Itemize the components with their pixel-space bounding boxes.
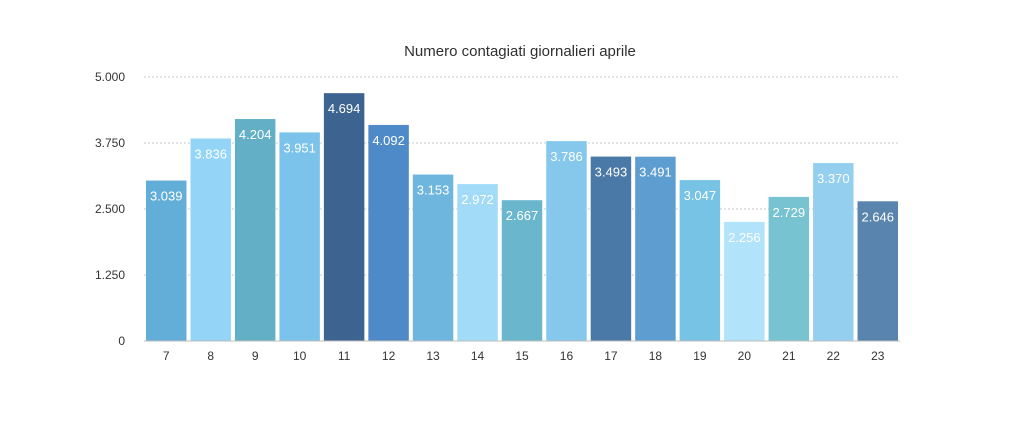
data-label: 3.039 (150, 189, 183, 204)
bar-8 (190, 138, 231, 341)
data-label: 3.951 (283, 140, 316, 155)
bar-16 (546, 141, 587, 341)
data-label: 3.047 (684, 188, 717, 203)
data-label: 4.092 (372, 133, 405, 148)
data-label: 2.729 (773, 205, 806, 220)
data-label: 3.786 (550, 149, 583, 164)
x-tick-label: 11 (338, 349, 351, 363)
chart-title: Numero contagiati giornalieri aprile (404, 43, 636, 60)
y-tick-label: 0 (118, 334, 125, 348)
x-tick-label: 10 (293, 349, 307, 363)
bar-20 (724, 221, 765, 341)
bar-10 (279, 132, 320, 341)
x-tick-label: 7 (163, 349, 170, 363)
y-tick-label: 2.500 (95, 202, 125, 216)
x-tick-label: 14 (471, 349, 485, 363)
x-tick-label: 19 (693, 349, 707, 363)
x-tick-label: 17 (604, 349, 618, 363)
x-tick-label: 23 (871, 349, 885, 363)
x-tick-label: 13 (426, 349, 440, 363)
bars: 3.039 3.836 4.204 3.951 4.694 4.092 3.153 2.972… (146, 93, 898, 341)
x-tick-label: 12 (382, 349, 396, 363)
bar-13 (412, 174, 454, 341)
data-label: 2.667 (506, 208, 539, 223)
data-label: 4.694 (328, 101, 361, 116)
y-axis-ticks: 0 1.250 2.500 3.750 5.000 (95, 70, 125, 348)
x-axis-ticks: 7 8 9 10 11 12 13 14 15 16 17 18 19 20 21 22 23 (163, 349, 885, 363)
bar-12 (368, 124, 409, 341)
bar-17 (590, 156, 632, 341)
x-tick-label: 15 (515, 349, 529, 363)
data-label: 3.493 (595, 165, 628, 180)
x-tick-label: 20 (738, 349, 752, 363)
bar-14 (457, 184, 498, 341)
x-tick-label: 18 (649, 349, 663, 363)
y-tick-label: 1.250 (95, 268, 125, 282)
x-tick-label: 9 (252, 349, 259, 363)
data-label: 3.836 (194, 146, 227, 161)
bar-21 (768, 196, 810, 341)
data-label: 4.204 (239, 127, 272, 142)
bar-11 (323, 93, 365, 341)
bar-7 (146, 180, 187, 341)
x-tick-label: 22 (827, 349, 841, 363)
bar-18 (635, 156, 676, 341)
y-tick-label: 5.000 (95, 70, 125, 84)
y-tick-label: 3.750 (95, 136, 125, 150)
data-label: 3.370 (817, 171, 850, 186)
data-label: 3.153 (417, 183, 450, 198)
bar-15 (501, 200, 543, 341)
bar-23 (857, 201, 898, 341)
bar-9 (234, 119, 276, 341)
bar-22 (813, 163, 854, 341)
data-label: 2.646 (861, 209, 894, 224)
data-label: 2.972 (461, 192, 494, 207)
x-tick-label: 8 (207, 349, 214, 363)
data-label: 2.256 (728, 230, 761, 245)
bar-19 (679, 180, 721, 341)
x-tick-label: 21 (782, 349, 796, 363)
data-label: 3.491 (639, 165, 672, 180)
x-tick-label: 16 (560, 349, 574, 363)
